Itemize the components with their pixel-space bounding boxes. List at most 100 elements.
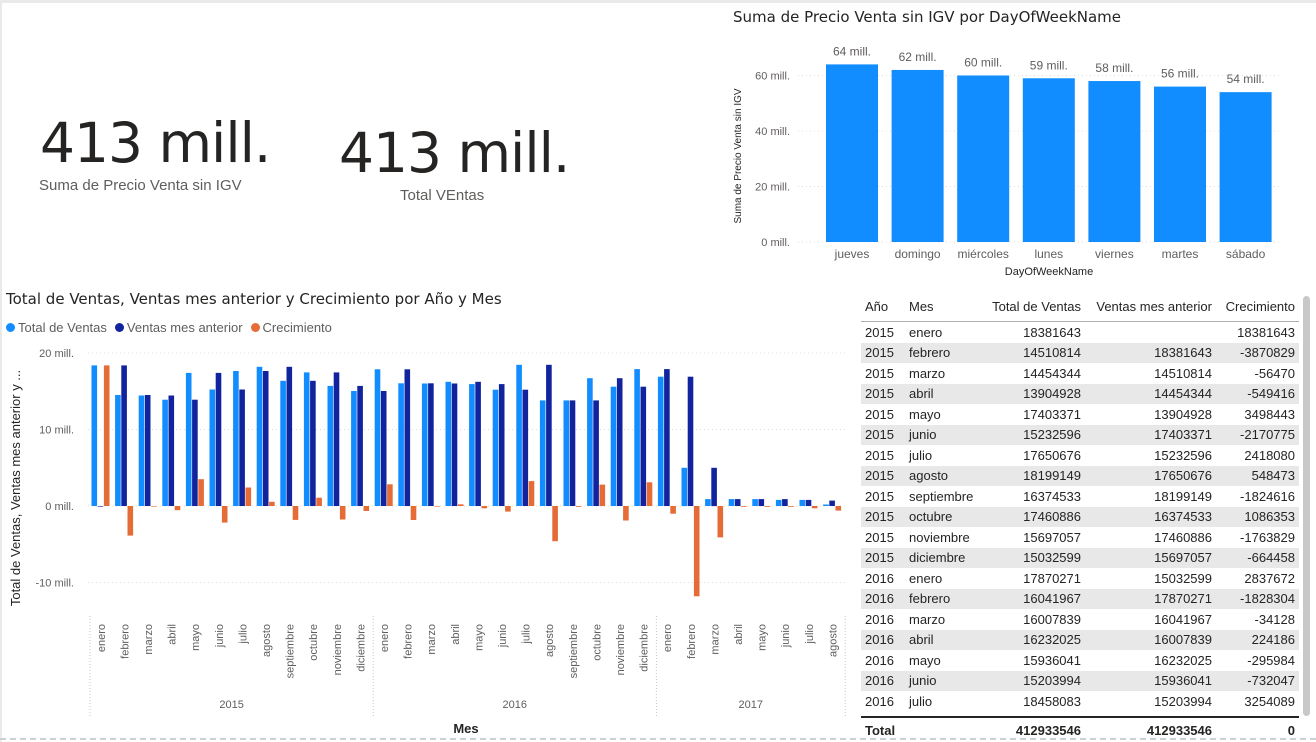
bar-ventas-mes-anterior[interactable] [262,371,269,506]
column-header-crecimiento[interactable]: Crecimiento [1216,292,1299,322]
bar-total-de-ventas[interactable] [138,395,145,507]
column-header-total-ventas[interactable]: Total de Ventas [983,292,1085,322]
bar-ventas-mes-anterior[interactable] [758,499,765,506]
bar-crecimiento[interactable] [151,506,157,507]
bar-ventas-mes-anterior[interactable] [664,369,670,506]
bar-crecimiento[interactable] [788,506,794,507]
bar-ventas-mes-anterior[interactable] [711,467,717,507]
bar-ventas-mes-anterior[interactable] [829,500,835,506]
bar-crecimiento[interactable] [623,506,629,521]
legend-item-crecimiento[interactable]: Crecimiento [250,320,332,335]
bar-ventas-mes-anterior[interactable] [593,400,599,506]
bar-total-de-ventas[interactable] [351,391,357,506]
bar-domingo[interactable] [891,69,944,242]
bar-total-de-ventas[interactable] [327,385,334,506]
bar-total-de-ventas[interactable] [563,400,570,506]
bar-sábado[interactable] [1219,92,1272,243]
bar-ventas-mes-anterior[interactable] [569,400,576,506]
column-header-ventas-mes-anterior[interactable]: Ventas mes anterior [1085,292,1216,322]
bar-crecimiento[interactable] [269,501,275,506]
bar-total-de-ventas[interactable] [421,383,428,507]
bar-crecimiento[interactable] [339,506,346,520]
bar-total-de-ventas[interactable] [303,372,310,506]
table-row[interactable]: 2015 diciembre 15032599 15697057 -664458 [861,547,1299,568]
column-header-anio[interactable]: Año [861,292,905,322]
bar-total-de-ventas[interactable] [823,504,829,507]
bar-total-de-ventas[interactable] [775,499,782,506]
scrollbar-thumb[interactable] [1303,296,1310,716]
table-row[interactable]: 2016 abril 16232025 16007839 224186 [861,629,1299,650]
table-row[interactable]: 2015 marzo 14454344 14510814 -56470 [861,363,1299,384]
bar-ventas-mes-anterior[interactable] [782,499,788,506]
bar-miércoles[interactable] [957,75,1010,243]
bar-crecimiento[interactable] [410,506,417,520]
bar-ventas-mes-anterior[interactable] [380,391,387,506]
bar-crecimiento[interactable] [245,487,252,507]
bar-crecimiento[interactable] [528,481,535,506]
bar-total-de-ventas[interactable] [752,499,758,506]
bar-crecimiento[interactable] [764,506,771,507]
column-header-mes[interactable]: Mes [905,292,983,322]
bar-ventas-mes-anterior[interactable] [192,399,198,506]
bar-total-de-ventas[interactable] [799,499,806,506]
bar-total-de-ventas[interactable] [492,389,499,506]
bar-crecimiento[interactable] [811,506,818,509]
bar-total-de-ventas[interactable] [256,366,263,506]
bar-crecimiento[interactable] [174,506,181,511]
bar-ventas-mes-anterior[interactable] [687,376,694,506]
bar-total-de-ventas[interactable] [728,499,735,506]
bar-crecimiento[interactable] [835,506,842,511]
table-row[interactable]: 2015 agosto 18199149 17650676 548473 [861,465,1299,486]
bar-ventas-mes-anterior[interactable] [144,395,151,506]
bar-ventas-mes-anterior[interactable] [498,384,505,506]
bar-crecimiento[interactable] [646,482,653,506]
bar-ventas-mes-anterior[interactable] [640,386,647,506]
bar-crecimiento[interactable] [434,506,440,507]
bar-total-de-ventas[interactable] [280,380,286,506]
bar-ventas-mes-anterior[interactable] [310,380,316,506]
bar-total-de-ventas[interactable] [91,365,98,506]
legend-item-total-ventas[interactable]: Total de Ventas [6,320,107,335]
table-scrollbar[interactable] [1303,294,1311,738]
bar-total-de-ventas[interactable] [516,364,522,506]
table-row[interactable]: 2015 octubre 17460886 16374533 1086353 [861,506,1299,527]
bar-crecimiento[interactable] [741,506,747,507]
bar-ventas-mes-anterior[interactable] [522,389,529,506]
bar-ventas-mes-anterior[interactable] [428,383,434,506]
bar-crecimiento[interactable] [127,506,134,536]
bar-ventas-mes-anterior[interactable] [734,499,741,506]
bar-crecimiento[interactable] [717,506,724,538]
bar-total-de-ventas[interactable] [539,400,546,506]
table-row[interactable]: 2015 abril 13904928 14454344 -549416 [861,383,1299,404]
bar-crecimiento[interactable] [363,506,370,511]
bar-crecimiento[interactable] [316,497,322,506]
bar-ventas-mes-anterior[interactable] [168,395,175,507]
bar-total-de-ventas[interactable] [374,369,381,506]
bar-crecimiento[interactable] [670,506,676,514]
table-row[interactable]: 2015 mayo 17403371 13904928 3498443 [861,404,1299,425]
bar-total-de-ventas[interactable] [185,372,192,506]
bar-ventas-mes-anterior[interactable] [97,506,104,507]
bar-crecimiento[interactable] [599,484,606,506]
table-row[interactable]: 2016 julio 18458083 15203994 3254089 [861,691,1299,712]
bar-ventas-mes-anterior[interactable] [475,381,481,506]
bar-total-de-ventas[interactable] [398,383,404,506]
bar-total-de-ventas[interactable] [209,389,216,507]
bar-lunes[interactable] [1022,78,1075,243]
table-row[interactable]: 2015 junio 15232596 17403371 -2170775 [861,424,1299,445]
bar-total-de-ventas[interactable] [469,384,475,506]
bar-jueves[interactable] [826,64,878,243]
bar-crecimiento[interactable] [575,506,582,507]
bar-crecimiento[interactable] [292,506,299,520]
bar-crecimiento[interactable] [505,506,511,512]
bar-martes[interactable] [1154,86,1206,242]
bar-crecimiento[interactable] [387,484,393,506]
bar-total-de-ventas[interactable] [233,371,239,506]
bar-ventas-mes-anterior[interactable] [404,369,411,506]
table-row[interactable]: 2015 febrero 14510814 18381643 -3870829 [861,342,1299,363]
bar-crecimiento[interactable] [103,365,110,506]
bar-total-de-ventas[interactable] [634,369,640,506]
month-clustered-bar-chart[interactable]: -10 mill. 0 mill. 10 mill. 20 mill. Total de… [0,340,855,738]
table-row[interactable]: 2016 febrero 16041967 17870271 -1828304 [861,588,1299,609]
table-row[interactable]: 2016 junio 15203994 15936041 -732047 [861,670,1299,691]
